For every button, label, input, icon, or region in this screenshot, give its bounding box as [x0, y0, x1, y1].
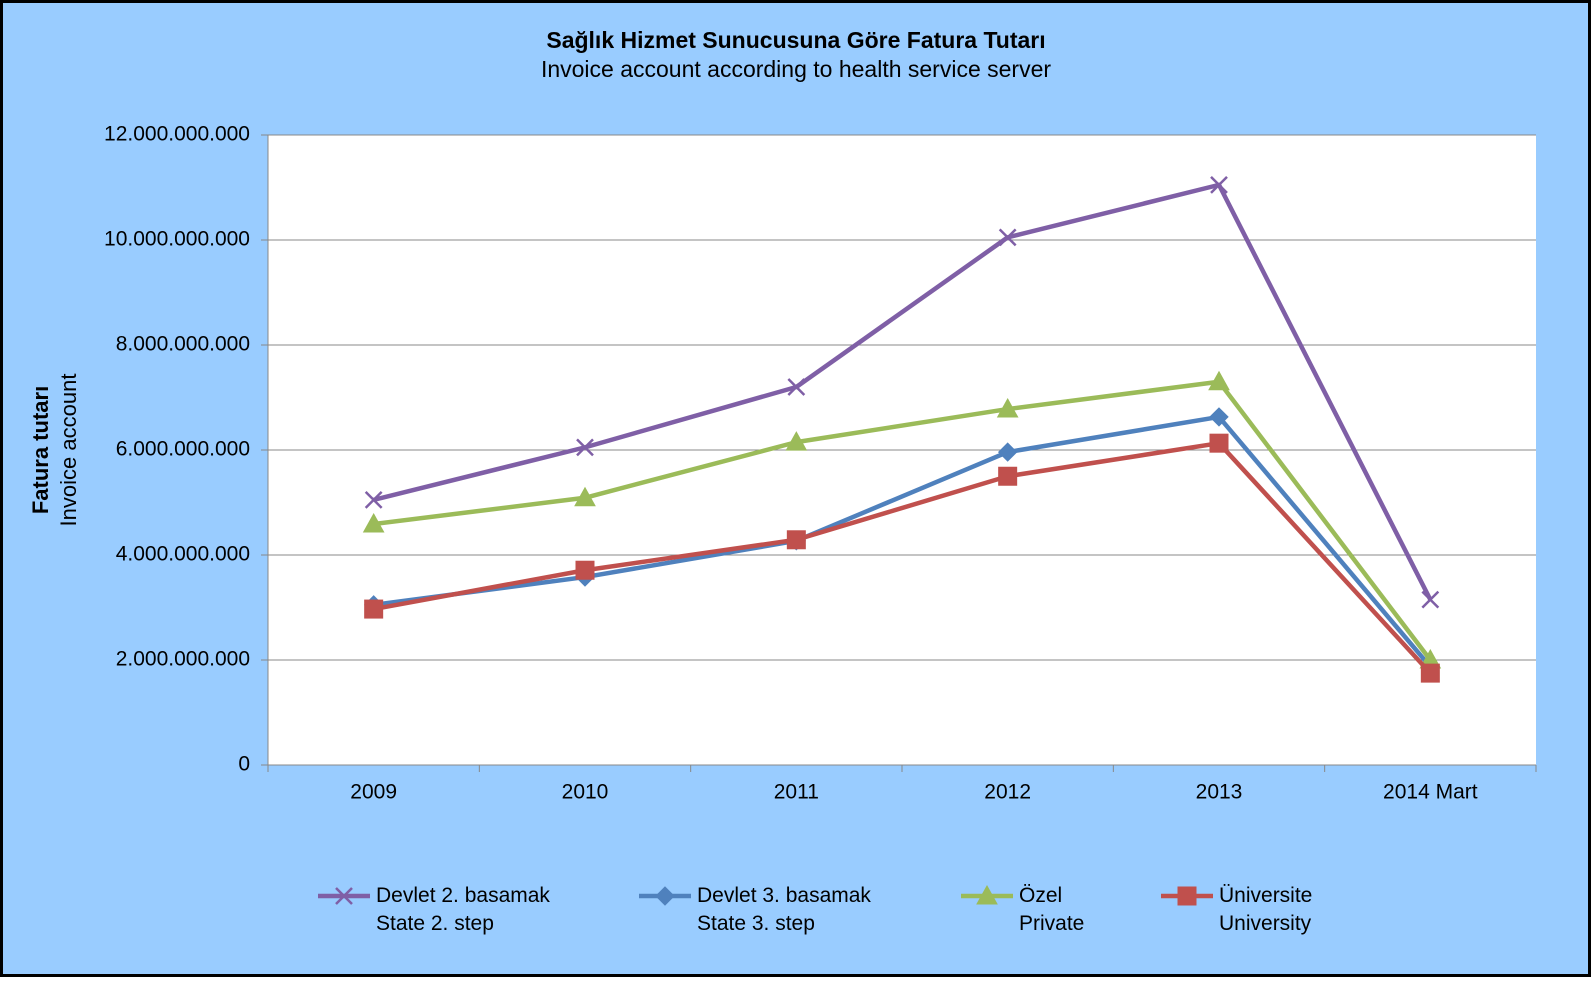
marker — [655, 886, 675, 906]
y-tick-label: 4.000.000.000 — [116, 543, 250, 566]
marker — [1209, 407, 1229, 427]
chart-title: Sağlık Hizmet Sunucusuna Göre Fatura Tut… — [546, 27, 1045, 53]
chart-subtitle: Invoice account according to health serv… — [541, 56, 1051, 82]
x-tick-label: 2010 — [562, 781, 609, 804]
x-tick-label: 2009 — [350, 781, 397, 804]
series-line — [373, 379, 1433, 662]
marker — [1421, 590, 1440, 609]
series-line — [373, 182, 1433, 601]
y-tick-label: 6.000.000.000 — [116, 438, 250, 461]
series-line — [373, 440, 1432, 675]
marker — [996, 398, 1019, 418]
marker — [1210, 175, 1228, 194]
y-tick-label: 10.000.000.000 — [104, 228, 250, 251]
legend-label: Devlet 3. basamak State 3. step — [697, 884, 871, 935]
x-tick-label: 2013 — [1196, 781, 1243, 804]
marker — [575, 560, 595, 580]
y-axis-title: Fatura tutarı — [28, 386, 53, 514]
y-tick-label: 2.000.000.000 — [116, 648, 250, 671]
marker — [362, 512, 385, 533]
marker — [364, 490, 383, 509]
legend-label: Üniversite University — [1219, 884, 1312, 935]
x-tick-label: 2014 Mart — [1383, 781, 1478, 804]
marker — [574, 486, 596, 507]
legend-label: Özel Private — [1019, 884, 1084, 935]
marker — [997, 442, 1018, 462]
marker — [1177, 886, 1197, 906]
marker — [786, 530, 806, 550]
marker — [976, 884, 998, 905]
marker — [364, 599, 384, 619]
y-tick-label: 12.000.000.000 — [104, 123, 250, 146]
y-tick-label: 8.000.000.000 — [116, 333, 250, 356]
marker — [1420, 663, 1440, 683]
series-line — [373, 414, 1433, 669]
legend-label: Devlet 2. basamak State 2. step — [376, 884, 550, 935]
marker — [1208, 370, 1230, 391]
marker — [785, 431, 808, 451]
marker — [998, 228, 1017, 247]
y-tick-label: 0 — [238, 753, 250, 776]
marker — [787, 378, 806, 396]
marker — [335, 887, 353, 905]
marker — [1209, 433, 1229, 453]
marker — [576, 438, 594, 457]
x-tick-label: 2011 — [774, 781, 819, 804]
x-tick-label: 2012 — [984, 781, 1031, 804]
y-axis-subtitle: Invoice account — [56, 374, 81, 527]
marker — [998, 466, 1018, 486]
